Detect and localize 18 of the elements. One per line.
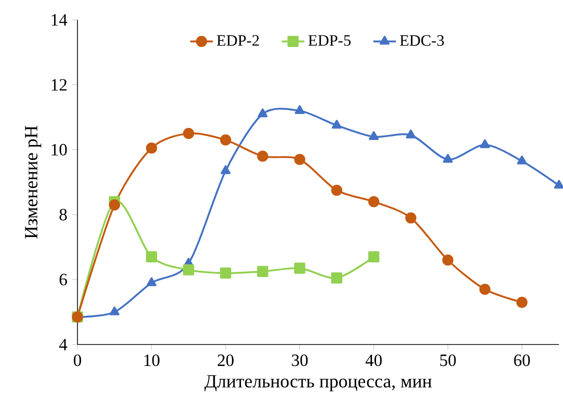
x-tick-label: 20 bbox=[218, 354, 234, 366]
y-tick-label: 14 bbox=[52, 14, 68, 26]
x-tick-label: 10 bbox=[144, 354, 160, 366]
legend-label: EDP-5 bbox=[308, 35, 351, 46]
y-tick-label: 6 bbox=[60, 274, 67, 286]
x-tick-label: 50 bbox=[440, 354, 456, 366]
y-tick-label: 4 bbox=[59, 338, 68, 350]
y-tick-label: 8 bbox=[60, 208, 67, 220]
x-tick-label: 60 bbox=[514, 354, 530, 366]
y-axis-title: Изменение pH bbox=[25, 126, 42, 239]
legend-label: EDC-3 bbox=[400, 35, 444, 46]
y-tick-label: 12 bbox=[52, 79, 67, 90]
x-tick-label: 30 bbox=[292, 354, 308, 366]
x-tick-label: 40 bbox=[366, 354, 382, 366]
x-axis-title: Длительность процесса, мин bbox=[204, 375, 432, 392]
x-tick-label: 0 bbox=[74, 354, 82, 366]
legend-label: EDP-2 bbox=[216, 35, 259, 46]
y-tick-label: 10 bbox=[52, 144, 67, 156]
